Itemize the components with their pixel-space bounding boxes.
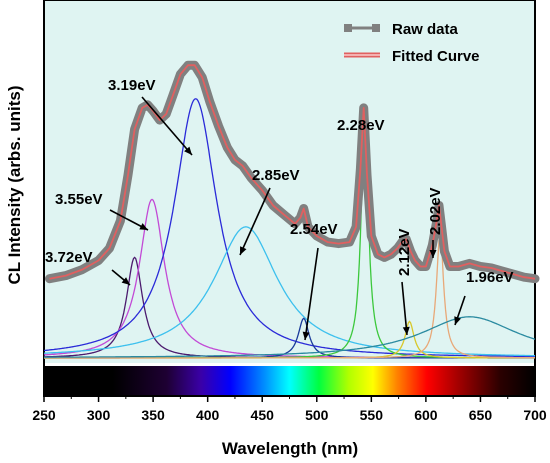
- peak-arrow: [304, 247, 319, 341]
- peak-arrow: [401, 281, 408, 336]
- peak-arrowhead: [139, 223, 148, 230]
- x-tick-label: 550: [360, 407, 384, 423]
- fitted-curve-line: [49, 64, 536, 280]
- spectrum-bar: [44, 366, 535, 396]
- x-tick-label: 450: [251, 407, 275, 423]
- peak-arrowhead: [429, 250, 437, 258]
- peak-label: 3.72eV: [45, 249, 93, 266]
- peak-arrowhead: [121, 277, 130, 285]
- x-tick-label: 650: [469, 407, 493, 423]
- peak-arrowhead: [240, 246, 247, 255]
- peak-label: 2.54eV: [290, 221, 338, 238]
- x-tick-label: 700: [523, 407, 547, 423]
- raw-data-series: [45, 60, 540, 284]
- peak-arrowhead: [454, 316, 461, 325]
- legend-fit-label: Fitted Curve: [392, 48, 480, 65]
- peak-label: 1.96eV: [466, 269, 514, 286]
- legend: Raw data Fitted Curve: [344, 21, 480, 65]
- peak-label: 2.02eV: [427, 187, 444, 235]
- peak-arrowhead: [402, 326, 410, 335]
- peak-curve: [44, 316, 536, 358]
- peak-arrowhead: [302, 331, 310, 340]
- peak-curve: [43, 98, 535, 358]
- y-axis-title: CL Intensity (arbs. units): [5, 86, 24, 285]
- peak-label: 2.85eV: [252, 167, 300, 184]
- fitted-peaks: [43, 98, 536, 359]
- peak-label: 2.12eV: [396, 228, 413, 276]
- peak-arrow: [239, 187, 271, 256]
- peak-label: 2.28eV: [337, 117, 385, 134]
- peak-label: 3.55eV: [55, 191, 103, 208]
- peak-label: 3.19eV: [108, 77, 156, 94]
- legend-raw-marker: [344, 24, 352, 32]
- x-tick-label: 300: [87, 407, 111, 423]
- x-tick-label: 250: [32, 407, 56, 423]
- x-tick-label: 600: [414, 407, 438, 423]
- x-tick-label: 500: [305, 407, 329, 423]
- x-axis: 250 300 350 400 450 500 550 600 650 700: [32, 396, 547, 423]
- peak-arrow: [141, 96, 193, 156]
- peak-annotations: 3.72eV 3.55eV 3.19eV 2.85eV 2.54eV 2.28eV 2.12…: [45, 77, 514, 341]
- peak-curve: [44, 226, 535, 357]
- peak-arrowhead: [184, 146, 192, 155]
- legend-raw-label: Raw data: [392, 21, 459, 38]
- legend-raw-marker: [372, 24, 380, 32]
- x-tick-label: 400: [196, 407, 220, 423]
- x-tick-label: 350: [141, 407, 165, 423]
- peak-curve: [44, 232, 535, 359]
- x-axis-title: Wavelength (nm): [222, 439, 358, 458]
